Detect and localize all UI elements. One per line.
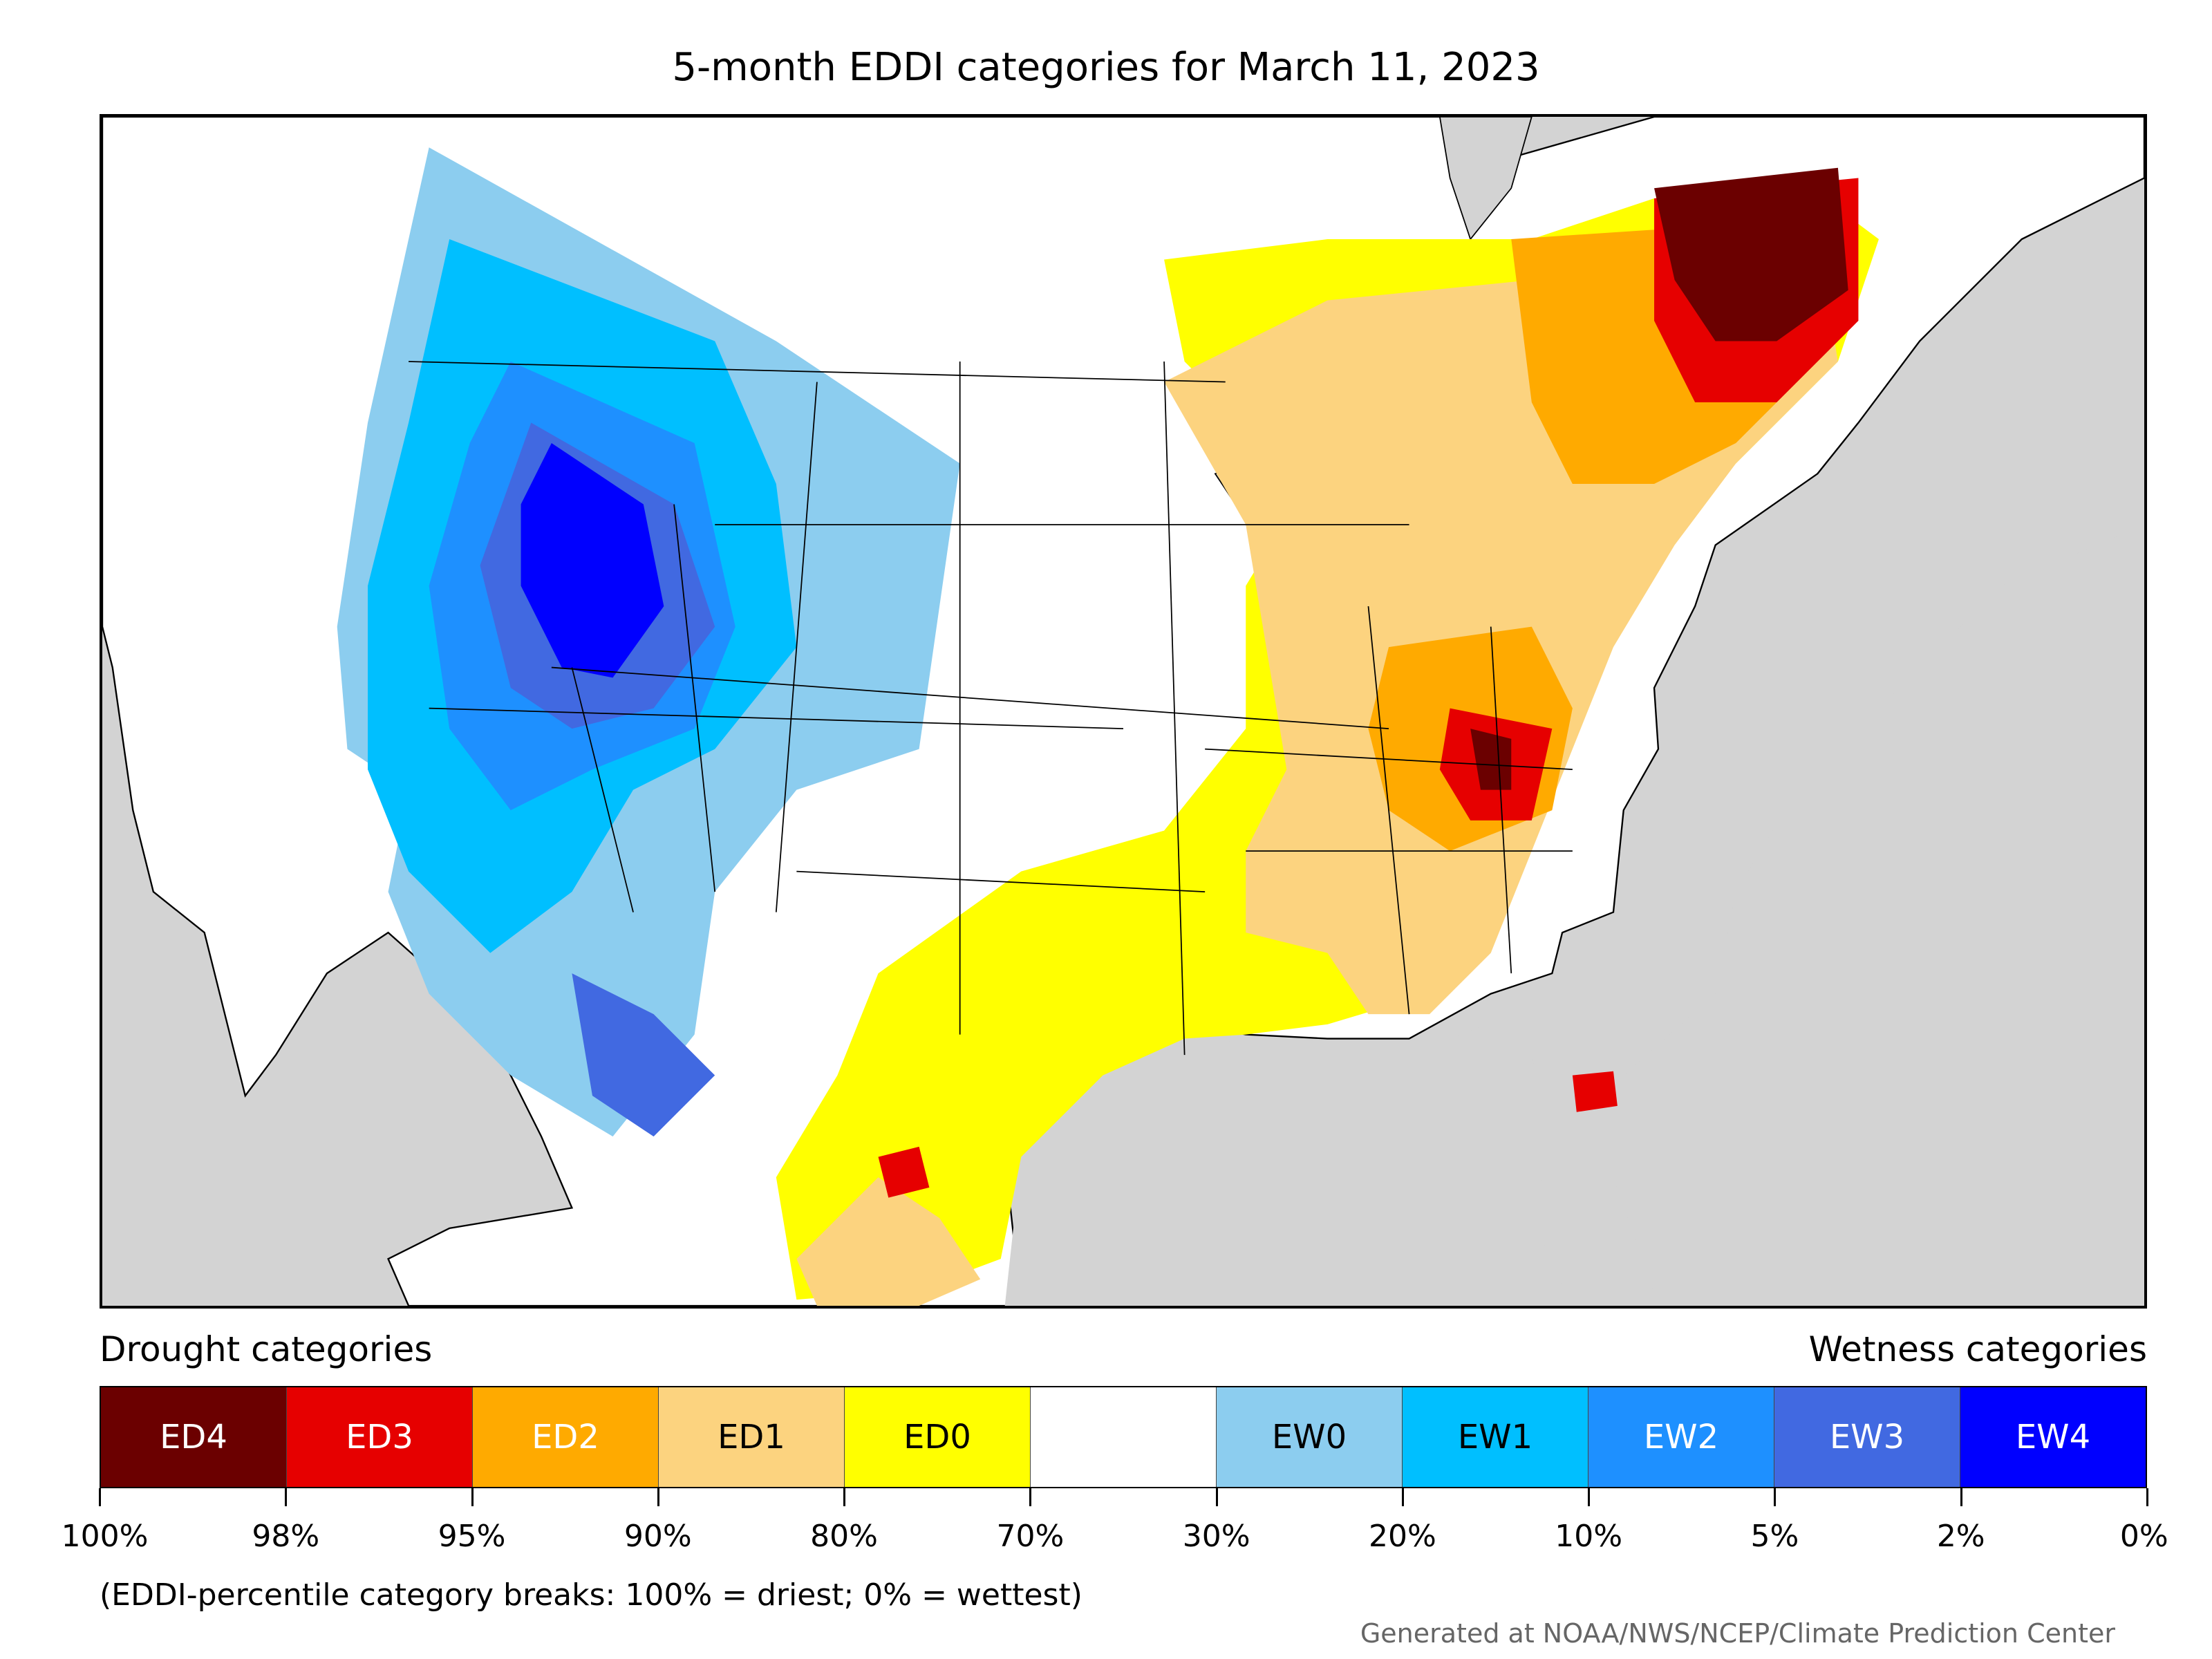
- legend-tick-label: 98%: [252, 1519, 320, 1554]
- state-borders: [409, 361, 1573, 1056]
- legend-tick-label: 95%: [438, 1519, 506, 1554]
- legend-cell-ew2: EW2: [1588, 1387, 1774, 1487]
- legend-tick: [843, 1488, 846, 1506]
- legend-tick-label: 100%: [61, 1519, 149, 1554]
- ed4-region-north: [1654, 167, 1848, 341]
- legend-tick-label: 80%: [810, 1519, 878, 1554]
- ed4-region-midwest: [1470, 729, 1512, 790]
- legend-tick: [1029, 1488, 1032, 1506]
- legend-cell-ed3: ED3: [287, 1387, 473, 1487]
- legend-tick-label: 70%: [996, 1519, 1065, 1554]
- legend-tick-label: 30%: [1182, 1519, 1250, 1554]
- legend-cell-ew4: EW4: [1960, 1387, 2146, 1487]
- ed3-region-texas: [878, 1146, 930, 1198]
- legend-tick: [657, 1488, 659, 1506]
- legend-tick: [1960, 1488, 1962, 1506]
- legend-tick-label: 90%: [624, 1519, 692, 1554]
- credit-text: Generated at NOAA/NWS/NCEP/Climate Predi…: [1360, 1618, 2115, 1649]
- eddi-map: [100, 114, 2147, 1309]
- ew4-region-west: [521, 443, 664, 678]
- legend-tick-label: 10%: [1555, 1519, 1623, 1554]
- legend-cell-ew1: EW1: [1403, 1387, 1588, 1487]
- legend-tick: [1774, 1488, 1777, 1506]
- category-legend: ED4 ED3 ED2 ED1 ED0 EW0 EW1 EW2 EW3 EW4: [100, 1386, 2147, 1488]
- map-canvas: [102, 117, 2144, 1306]
- legend-cell-ed4: ED4: [101, 1387, 287, 1487]
- legend-tick-label: 20%: [1369, 1519, 1436, 1554]
- legend-tick: [285, 1488, 288, 1506]
- drought-categories-label: Drought categories: [100, 1329, 433, 1369]
- legend-tick: [1215, 1488, 1218, 1506]
- ed1-region-texas: [796, 1177, 981, 1306]
- legend-tick-label: 5%: [1750, 1519, 1799, 1554]
- atlantic-water: [1613, 525, 2144, 1306]
- ed3-region-florida: [1572, 1071, 1618, 1112]
- legend-cell-ew3: EW3: [1774, 1387, 1960, 1487]
- legend-cell-neutral: [1031, 1387, 1217, 1487]
- ew3-region-southwest: [572, 973, 715, 1137]
- legend-tick: [471, 1488, 474, 1506]
- legend-tick: [1588, 1488, 1591, 1506]
- hudson-bay: [1438, 117, 1533, 241]
- legend-tick: [2146, 1488, 2148, 1506]
- legend-cell-ed2: ED2: [473, 1387, 659, 1487]
- gulf-of-mexico: [1004, 1014, 1573, 1306]
- wetness-categories-label: Wetness categories: [1808, 1329, 2147, 1369]
- category-breaks-note: (EDDI-percentile category breaks: 100% =…: [100, 1577, 1082, 1613]
- legend-ticks: [99, 1488, 2148, 1509]
- legend-cell-ed1: ED1: [659, 1387, 845, 1487]
- legend-tick: [1401, 1488, 1404, 1506]
- legend-tick: [99, 1488, 101, 1506]
- map-title: 5-month EDDI categories for March 11, 20…: [672, 45, 1540, 90]
- legend-cell-ew0: EW0: [1217, 1387, 1403, 1487]
- legend-tick-label: 0%: [2119, 1519, 2168, 1554]
- legend-cell-ed0: ED0: [845, 1387, 1031, 1487]
- legend-tick-labels: 100% 98% 95% 90% 80% 70% 30% 20% 10% 5% 2% 0%: [62, 1517, 2168, 1559]
- legend-tick-label: 2%: [1936, 1519, 1985, 1554]
